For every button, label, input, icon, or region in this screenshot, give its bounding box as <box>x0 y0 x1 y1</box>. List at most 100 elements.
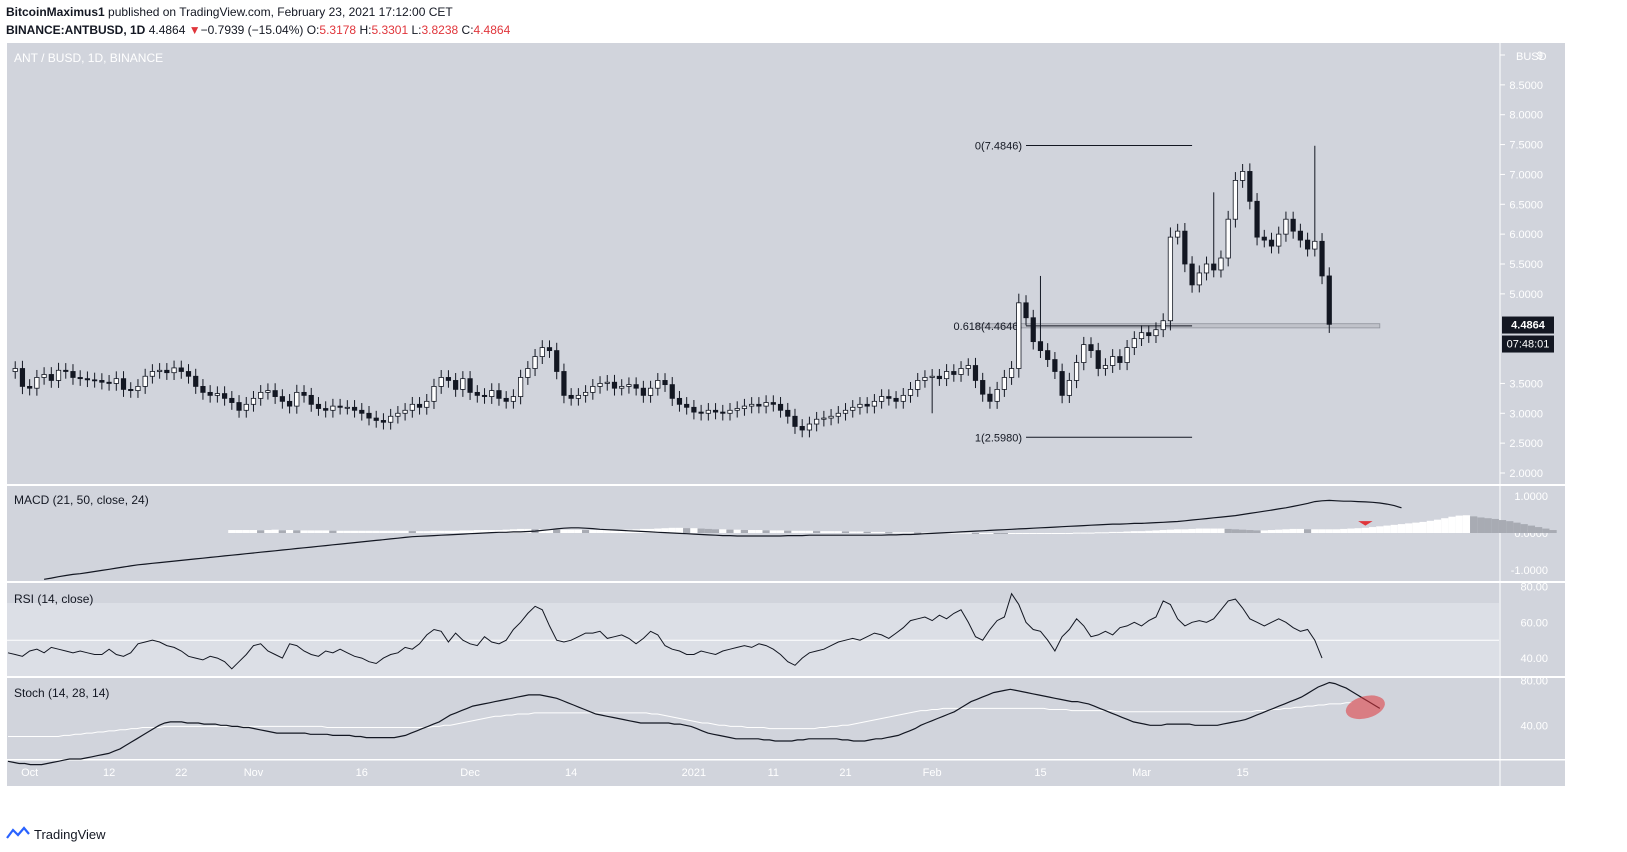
candle-body <box>1124 347 1130 363</box>
symbol-label[interactable]: BINANCE:ANTBUSD, 1D <box>6 23 146 37</box>
candle-body <box>481 394 488 397</box>
candle <box>965 358 971 376</box>
macd-panel-title: MACD (21, 50, close, 24) <box>14 493 149 507</box>
candle-body <box>749 403 755 407</box>
tradingview-logo-icon[interactable] <box>6 826 30 843</box>
candle-body <box>229 397 235 403</box>
candle <box>27 379 33 396</box>
candle-body <box>1088 344 1094 351</box>
candle-body <box>1203 263 1210 274</box>
macd-histogram-bar <box>841 531 850 533</box>
rsi-y-tick: 80.00 <box>1520 582 1548 594</box>
time-axis[interactable]: Oct 12 22 Nov 16 Dec 14 2021 11 21 Feb 15 Mar 15 <box>21 767 1249 779</box>
candle <box>691 400 697 420</box>
macd-histogram-bar <box>423 531 431 533</box>
candle <box>113 371 119 391</box>
macd-histogram-bar <box>264 530 272 533</box>
macd-histogram-bar <box>1015 533 1023 534</box>
candle <box>647 380 654 403</box>
macd-histogram-bar <box>365 530 373 533</box>
y-tick-label: 8.0000 <box>1509 110 1543 122</box>
candle-body <box>120 378 127 390</box>
candle-body <box>1211 263 1217 271</box>
candle <box>734 401 740 418</box>
author-name[interactable]: BitcoinMaximus1 <box>6 5 105 19</box>
stoch-k-line <box>7 681 1381 766</box>
candle <box>221 386 228 406</box>
candle <box>857 397 863 415</box>
candle <box>1182 223 1188 273</box>
rsi-band <box>7 603 1499 676</box>
macd-histogram-bar <box>820 531 828 533</box>
y-tick-label: 8.5000 <box>1509 80 1543 92</box>
candle <box>727 403 733 421</box>
candle-body <box>366 412 372 419</box>
macd-histogram-bar <box>906 532 915 534</box>
macd-histogram-bar <box>1044 533 1052 534</box>
candle <box>460 371 466 397</box>
candle-body <box>359 409 365 414</box>
macd-histogram-bar <box>1397 524 1406 533</box>
candle <box>640 380 646 403</box>
candle <box>1240 164 1246 188</box>
macd-histogram-bar <box>574 529 582 533</box>
candle <box>720 404 726 421</box>
macd-histogram-bar <box>1520 524 1528 533</box>
x-tick-label: 11 <box>768 767 779 779</box>
candle <box>279 389 285 409</box>
candle <box>575 388 581 406</box>
candle <box>1167 227 1174 331</box>
candle <box>445 370 452 388</box>
x-tick-label: 16 <box>356 767 368 779</box>
candle-body <box>1117 356 1123 363</box>
candle <box>77 370 83 386</box>
candle-body <box>142 375 148 387</box>
candle-body <box>424 400 430 408</box>
candle <box>1138 325 1145 346</box>
macd-histogram-bar <box>1289 528 1297 533</box>
macd-histogram-bar <box>235 530 243 533</box>
candle <box>48 367 54 388</box>
candle-body <box>1030 317 1036 343</box>
macd-histogram-bar <box>1491 518 1499 533</box>
macd-histogram-bar <box>1275 529 1283 533</box>
macd-histogram-bar <box>690 528 698 533</box>
macd-histogram-bar <box>538 529 546 533</box>
macd-histogram-bar <box>1253 530 1261 533</box>
candle-body <box>951 371 957 375</box>
x-tick-label: Mar <box>1132 767 1151 779</box>
candle <box>416 397 423 415</box>
last-price-badge <box>1502 316 1554 334</box>
macd-histogram-bar <box>863 531 871 533</box>
candle <box>323 401 329 418</box>
rsi-y-tick: 40.00 <box>1520 653 1548 665</box>
candle-body <box>727 409 733 414</box>
candle-body <box>286 400 293 407</box>
candle <box>1254 193 1260 246</box>
candle-body <box>1131 338 1137 348</box>
candle-body <box>467 378 473 393</box>
y-tick-label: 7.0000 <box>1509 169 1543 181</box>
macd-histogram-bar <box>1188 528 1196 533</box>
candle-body <box>915 380 921 390</box>
chart-area[interactable]: 9 8.5000 8.0000 7.5000 7.0000 6.5000 6.0000 5.5… <box>0 0 1627 800</box>
candle <box>770 395 776 412</box>
candle <box>84 371 91 388</box>
candle-body <box>323 408 329 411</box>
macd-histogram-bar <box>329 530 337 533</box>
candle-body <box>243 403 249 411</box>
candle <box>301 385 307 403</box>
candle <box>705 403 711 421</box>
candle <box>518 369 524 405</box>
candle-body <box>1261 236 1267 241</box>
footer-brand[interactable]: TradingView <box>34 827 106 842</box>
candle <box>308 387 314 412</box>
macd-histogram-bar <box>1303 529 1312 533</box>
candle <box>712 403 719 420</box>
candle <box>987 386 993 409</box>
candle-body <box>1102 365 1109 369</box>
candle-body <box>272 390 278 397</box>
candle <box>1196 265 1202 293</box>
macd-histogram-bar <box>1152 530 1160 533</box>
macd-histogram-bar <box>1542 528 1550 533</box>
